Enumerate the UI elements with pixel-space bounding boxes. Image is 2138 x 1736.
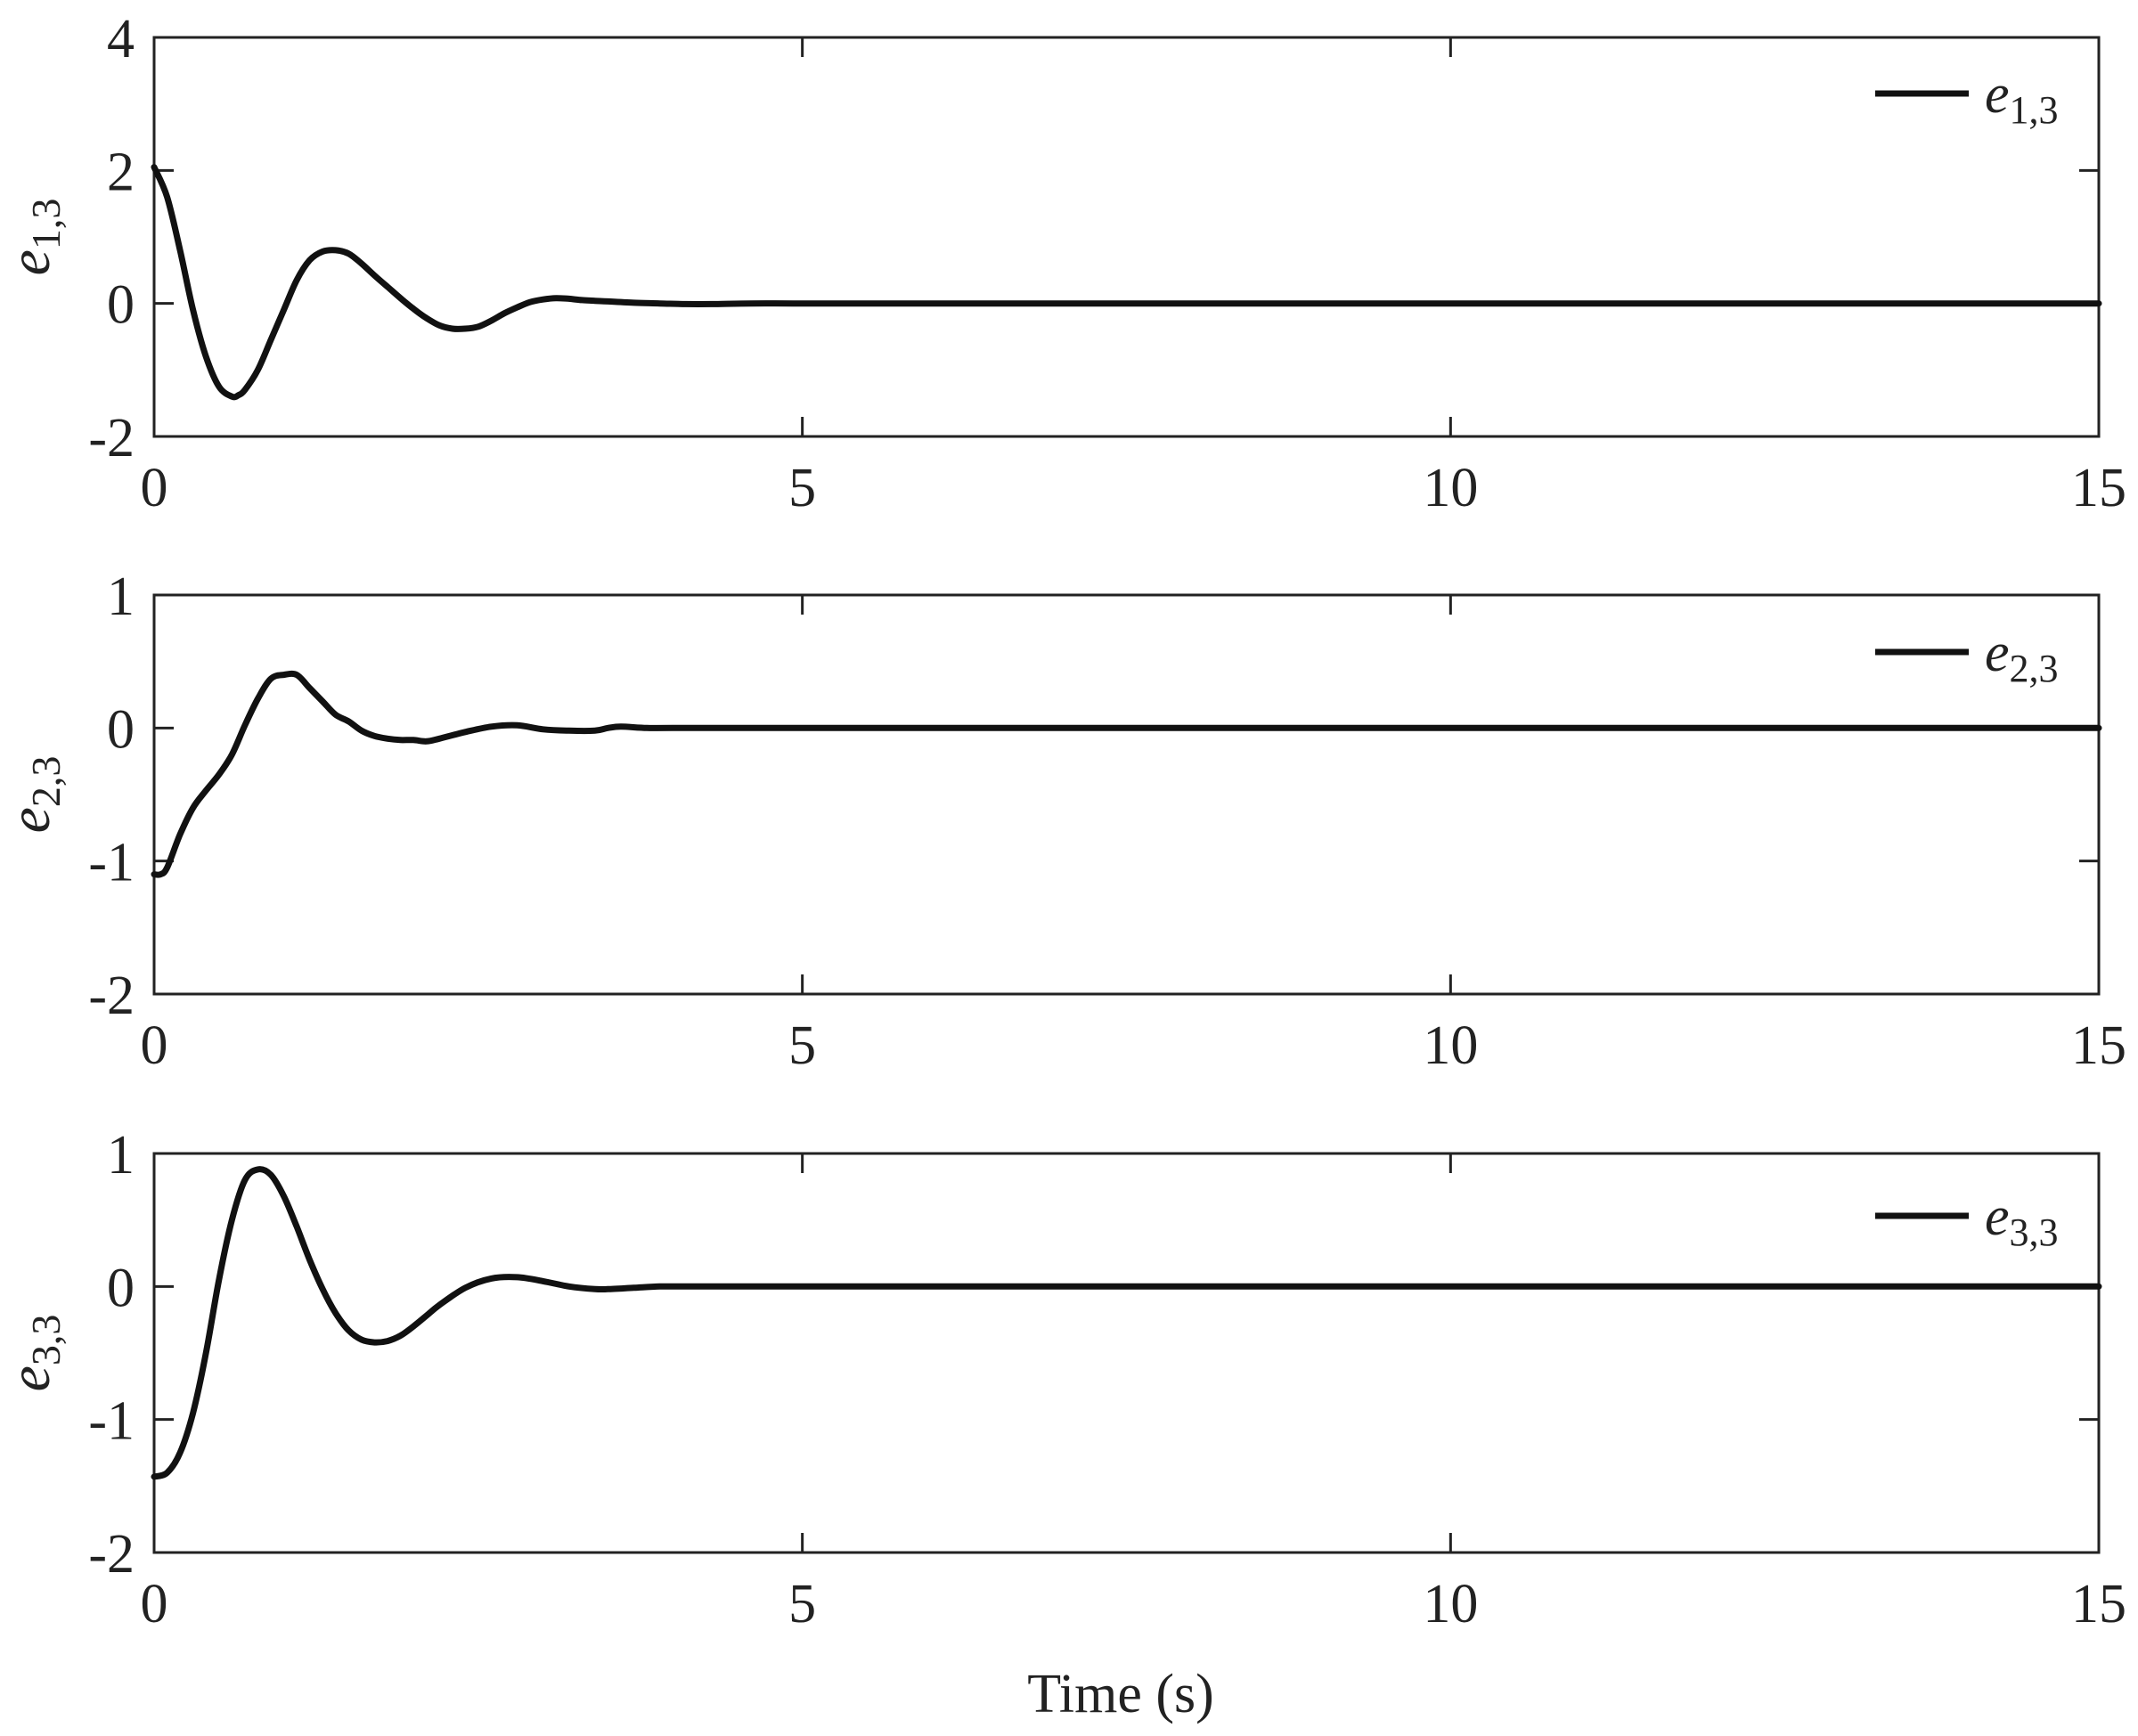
y-tick-label: 0: [107, 275, 135, 336]
y-tick-label: 0: [107, 699, 135, 760]
y-axis-label: e1,3: [0, 199, 69, 276]
y-axis-label: e2,3: [0, 756, 69, 834]
x-tick-label: 5: [788, 1015, 816, 1076]
x-tick-label: 15: [2071, 458, 2126, 518]
series-line: [151, 164, 2102, 401]
x-tick-label: 5: [788, 458, 816, 518]
y-tick-label: 2: [107, 142, 135, 202]
y-tick-label: 0: [107, 1258, 135, 1318]
subplot-e33: 0 5 10 15 -2 -1 0 1 e3,3 e3,3: [0, 1125, 2126, 1634]
y-tick-label: -2: [88, 408, 135, 469]
x-tick-label: 15: [2071, 1574, 2126, 1634]
x-tick-label: 10: [1423, 1574, 1478, 1634]
legend-label: e1,3: [1985, 64, 2059, 132]
plot-frame: [152, 593, 2101, 996]
x-tick-label: 0: [141, 1574, 168, 1634]
x-tick-label: 0: [141, 458, 168, 518]
x-tick-label: 10: [1423, 458, 1478, 518]
plot-frame: [152, 36, 2101, 438]
subplot-e23: 0 5 10 15 -2 -1 0 1 e2,3 e2,3: [0, 566, 2126, 1076]
legend-label: e3,3: [1985, 1186, 2059, 1254]
y-tick-label: 1: [107, 1125, 135, 1186]
y-tick-label: -1: [88, 833, 135, 893]
y-tick-label: -2: [88, 1524, 135, 1585]
y-tick-label: 4: [107, 9, 135, 69]
legend-label: e2,3: [1985, 623, 2059, 690]
x-tick-label: 0: [141, 1015, 168, 1076]
x-axis-label: Time (s): [1027, 1664, 1214, 1724]
x-tick-label: 15: [2071, 1015, 2126, 1076]
x-tick-label: 10: [1423, 1015, 1478, 1076]
y-axis-label: e3,3: [0, 1315, 69, 1392]
series-line: [151, 1166, 2102, 1480]
y-tick-label: 1: [107, 566, 135, 627]
y-tick-label: -2: [88, 966, 135, 1026]
x-tick-label: 5: [788, 1574, 816, 1634]
series-line: [151, 670, 2102, 878]
y-tick-label: -1: [88, 1391, 135, 1452]
plot-frame: [152, 1152, 2101, 1554]
